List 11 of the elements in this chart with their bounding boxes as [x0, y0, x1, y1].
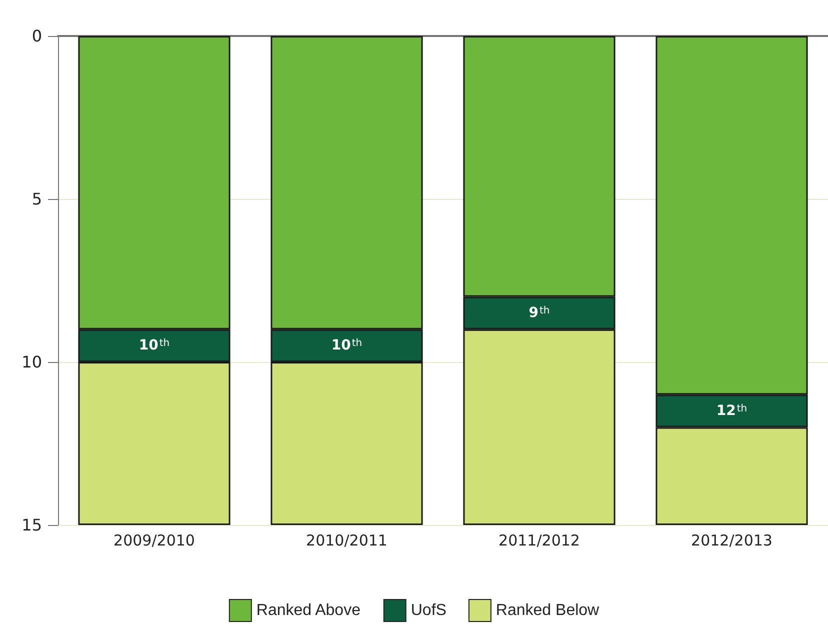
- legend-label: Ranked Above: [256, 602, 361, 619]
- x-tick-label: 2011/2012: [498, 532, 580, 550]
- y-tick-label: 15: [22, 516, 42, 534]
- y-tick-label: 0: [32, 26, 42, 46]
- y-tick-label: 5: [32, 190, 42, 208]
- legend-label: Ranked Below: [496, 602, 600, 619]
- x-tick-label: 2010/2011: [306, 532, 388, 550]
- x-tick-label: 2012/2013: [691, 532, 772, 550]
- y-tick-label: 10: [22, 352, 42, 372]
- legend-label: UofS: [410, 602, 446, 619]
- x-tick-label: 2009/2010: [114, 532, 195, 550]
